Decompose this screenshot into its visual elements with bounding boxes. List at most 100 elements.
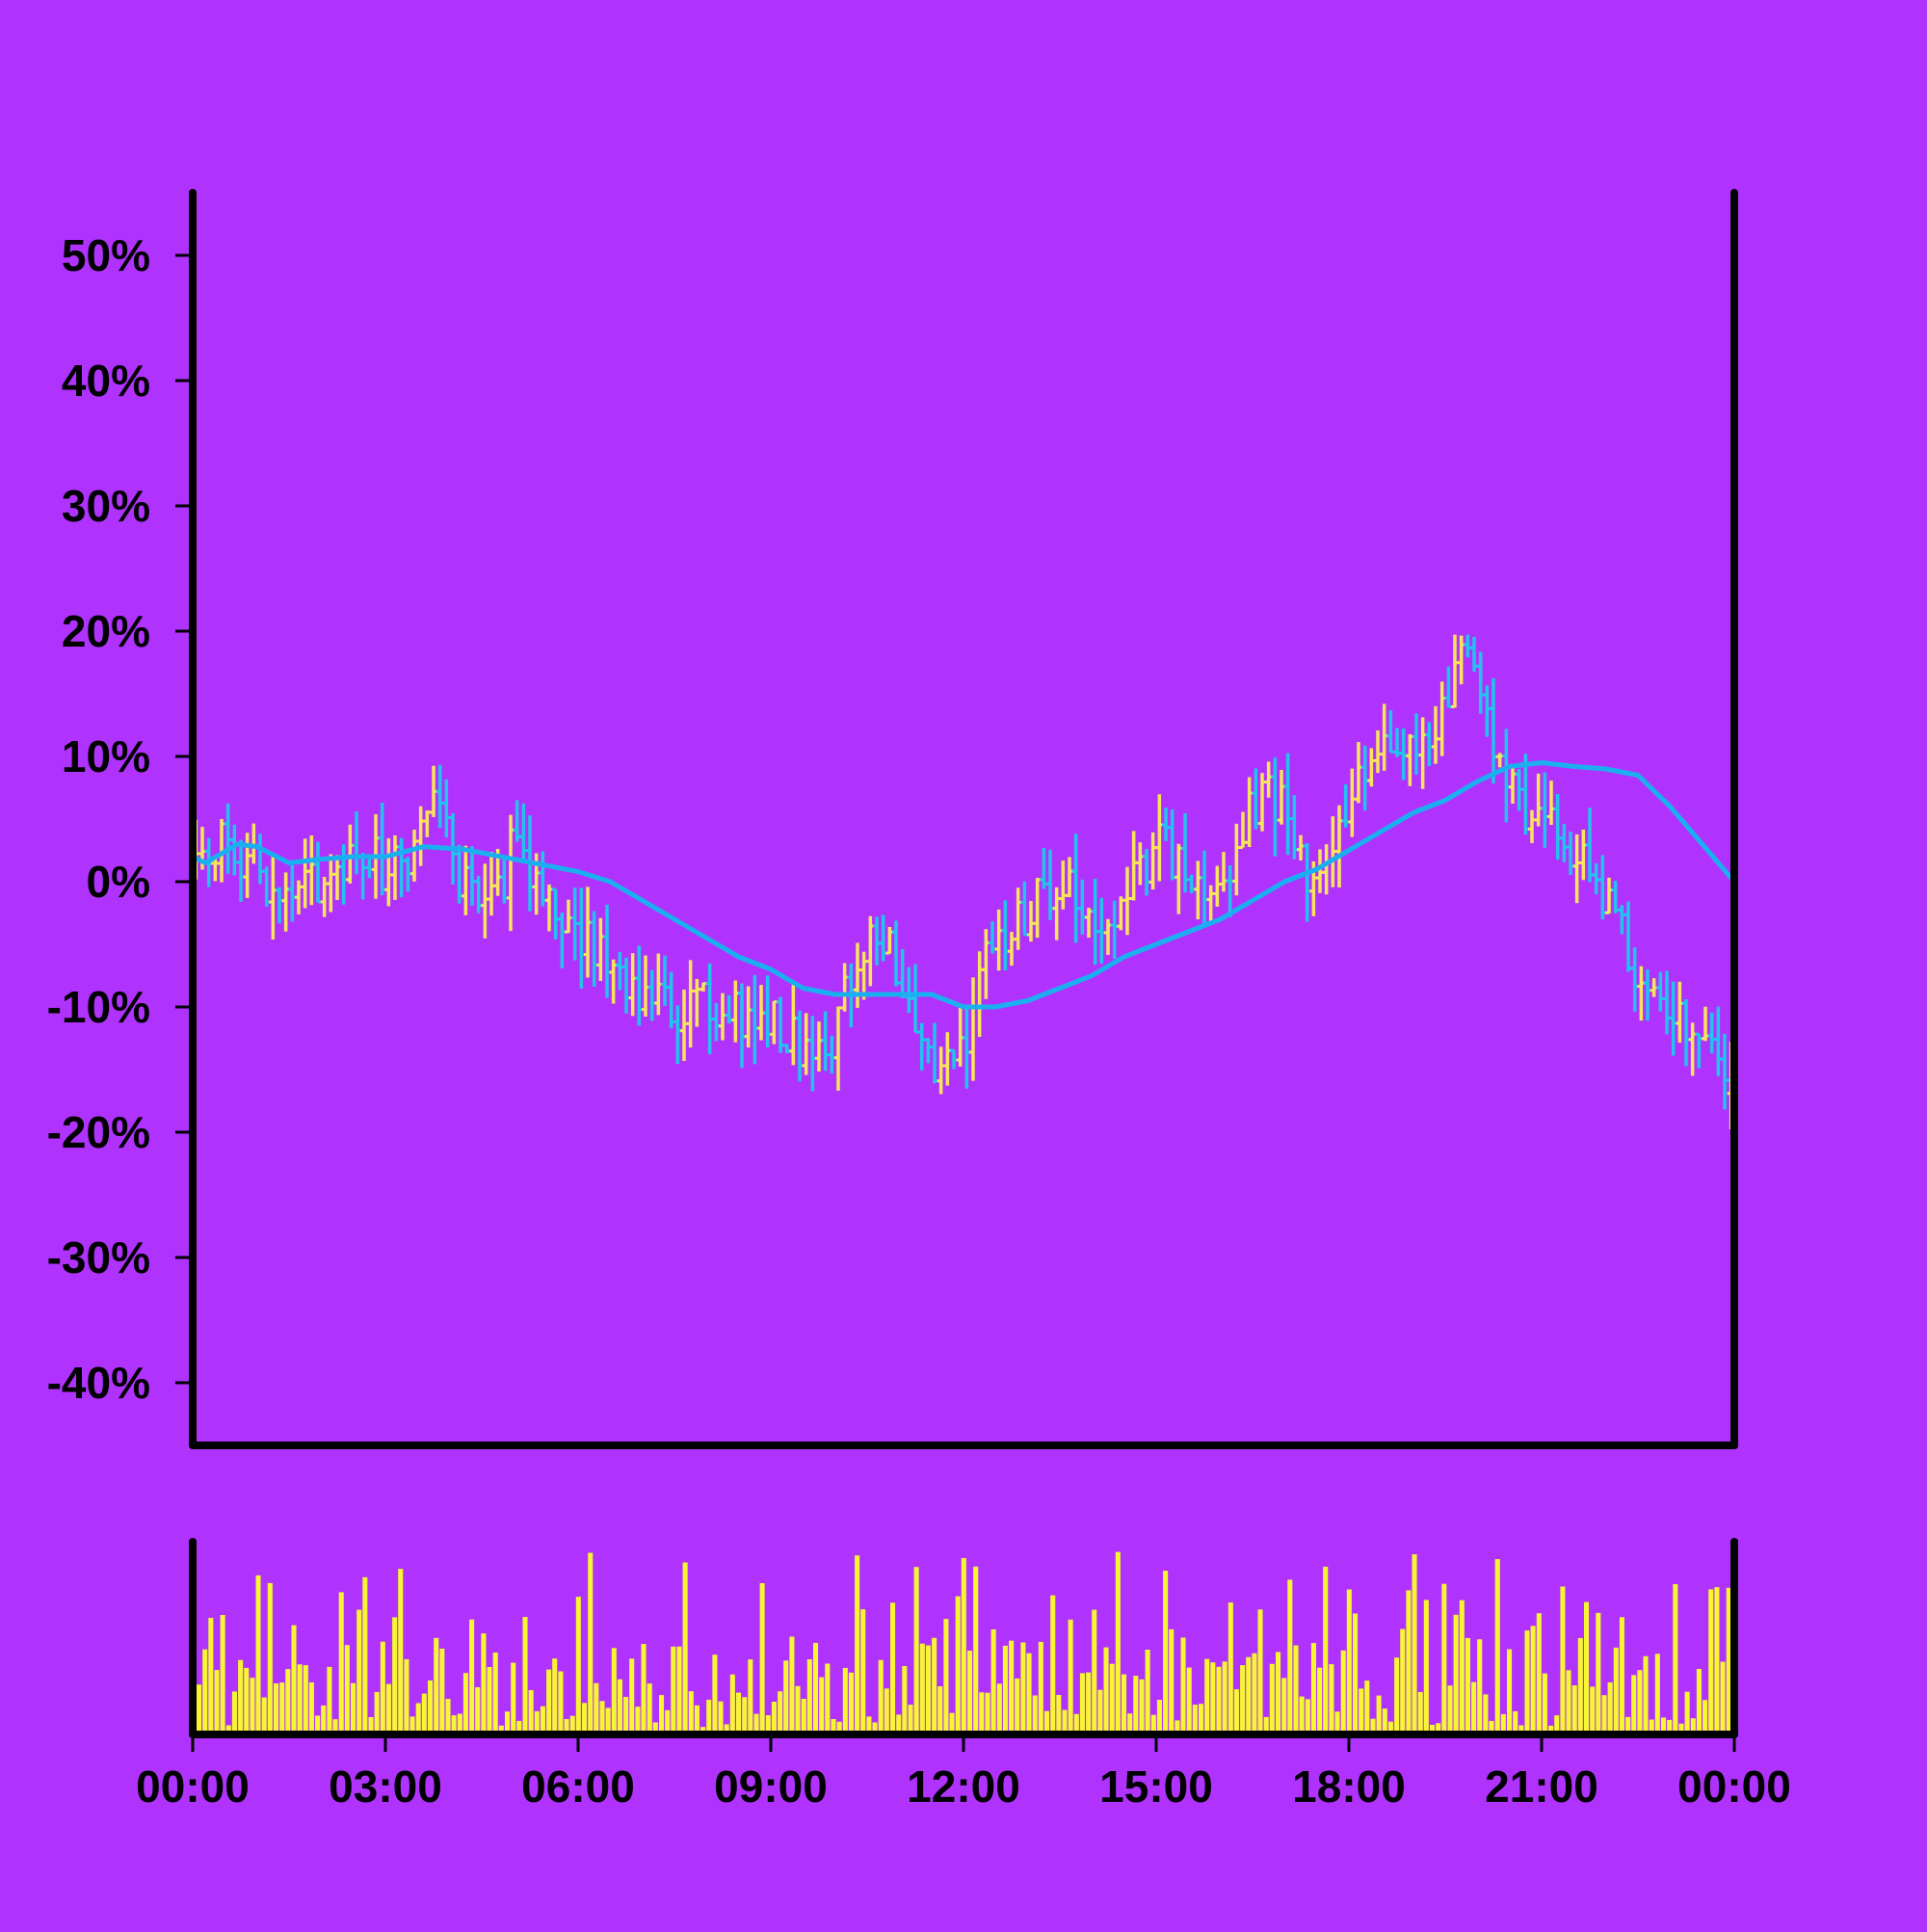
volume-bar (1548, 1725, 1554, 1734)
volume-bar (1186, 1667, 1192, 1734)
ohlc-bar (1059, 860, 1068, 910)
volume-bar (1524, 1630, 1530, 1734)
ohlc-bar (924, 1038, 933, 1064)
ohlc-bar (821, 1011, 830, 1072)
ohlc-bar (507, 814, 515, 932)
volume-bar (1310, 1643, 1316, 1734)
ohlc-bar (1490, 677, 1497, 784)
ohlc-bar (1714, 1006, 1723, 1076)
ohlc-bar (1335, 805, 1343, 888)
ohlc-bar (488, 851, 495, 916)
ohlc-bar (834, 1006, 842, 1091)
volume-bar (1210, 1662, 1216, 1734)
volume-bar (1607, 1681, 1613, 1734)
volume-bar (505, 1711, 511, 1734)
y-tick-label: -10% (47, 982, 150, 1032)
volume-bar (1720, 1661, 1726, 1734)
ohlc-bar (397, 837, 406, 898)
volume-bar (1122, 1674, 1127, 1734)
volume-bar (285, 1669, 291, 1734)
volume-bar (1477, 1639, 1483, 1734)
volume-bar (1026, 1653, 1032, 1734)
ohlc-bar (346, 824, 355, 884)
volume-bar (569, 1715, 575, 1734)
volume-bar (1577, 1637, 1583, 1734)
volume-bar (1382, 1708, 1387, 1734)
volume-bar (1079, 1673, 1085, 1734)
volume-bar (1334, 1711, 1340, 1734)
ohlc-bar (1136, 842, 1145, 886)
volume-bar (1417, 1691, 1423, 1734)
ohlc-bar (1355, 742, 1362, 804)
volume-bar (439, 1648, 445, 1734)
volume-bar (1056, 1695, 1062, 1734)
volume-bar (1387, 1721, 1393, 1734)
volume-bar (729, 1674, 735, 1734)
ohlc-bar (307, 835, 316, 906)
volume-bar (1631, 1675, 1637, 1734)
volume-bar (1436, 1723, 1441, 1734)
volume-bar (1346, 1589, 1352, 1734)
volume-bar (261, 1697, 267, 1734)
ohlc-bar (545, 884, 553, 932)
volume-bar (1222, 1661, 1227, 1734)
ohlc-bar (802, 1013, 810, 1075)
volume-bar (1103, 1647, 1109, 1734)
ohlc-bar (931, 1022, 938, 1084)
volume-bar (742, 1697, 748, 1734)
volume-bar (1199, 1704, 1204, 1734)
x-tick-label: 21:00 (1485, 1761, 1598, 1812)
volume-bar (469, 1619, 475, 1734)
volume-bar (813, 1643, 819, 1734)
volume-bar (1661, 1717, 1667, 1734)
volume-bar (1115, 1551, 1121, 1734)
ohlc-bar (339, 844, 348, 905)
volume-bar (255, 1575, 261, 1734)
ohlc-bar (840, 963, 849, 1012)
ohlc-bar (1162, 807, 1170, 841)
ohlc-bar (994, 909, 1003, 971)
volume-bar (1566, 1670, 1571, 1734)
volume-bar (516, 1720, 522, 1734)
volume-bar (338, 1592, 344, 1734)
ohlc-bar (873, 916, 881, 966)
volume-bar (996, 1683, 1002, 1734)
volume-bar (1240, 1665, 1246, 1734)
x-tick-label: 15:00 (1099, 1761, 1213, 1812)
volume-bar (344, 1645, 350, 1734)
ohlc-bar (1097, 897, 1106, 965)
volume-bar (303, 1665, 308, 1734)
volume-bar (1281, 1678, 1287, 1734)
volume-bar (321, 1705, 327, 1734)
ohlc-bar (1129, 831, 1138, 901)
volume-bar (575, 1597, 581, 1734)
volume-bar (1513, 1710, 1518, 1734)
volume-bar (1560, 1586, 1566, 1734)
volume-bar (552, 1658, 558, 1734)
volume-bar (1020, 1642, 1026, 1734)
ohlc-bar (1476, 651, 1485, 714)
ohlc-bar (1252, 768, 1260, 830)
volume-bar (806, 1659, 812, 1734)
volume-bar (659, 1695, 665, 1734)
y-tick-label: -30% (47, 1232, 150, 1283)
volume-bar (1654, 1654, 1660, 1734)
ohlc-bar (1066, 857, 1073, 898)
volume-bar (434, 1637, 439, 1734)
volume-bar (1044, 1710, 1050, 1734)
volume-bar (706, 1699, 712, 1734)
volume-bar (919, 1643, 925, 1734)
ohlc-bar (436, 764, 444, 829)
volume-bar (374, 1691, 380, 1734)
ohlc-bar (1682, 999, 1690, 1067)
ohlc-bar (1143, 849, 1150, 896)
volume-bar (629, 1658, 635, 1734)
volume-bar (836, 1721, 842, 1734)
volume-bar (1459, 1600, 1465, 1734)
volume-bar (753, 1713, 759, 1734)
y-tick-label: 0% (87, 857, 150, 907)
volume-bar (1032, 1695, 1038, 1734)
volume-bar (990, 1629, 996, 1734)
ohlc-bar (353, 811, 360, 875)
